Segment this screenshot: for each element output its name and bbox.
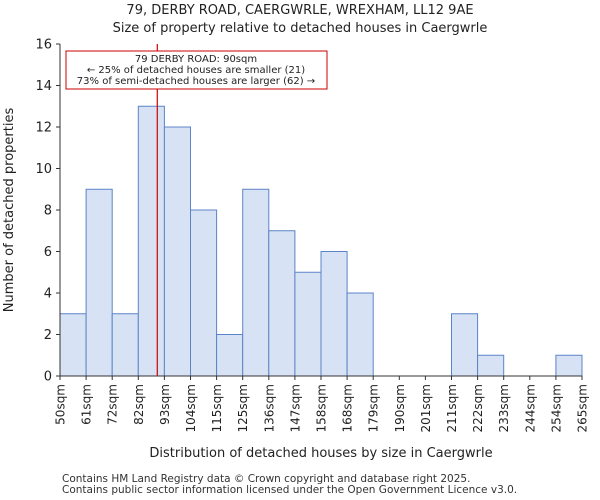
histogram-bar	[477, 354, 505, 377]
annotation-line-2: ← 25% of detached houses are smaller (21…	[87, 65, 305, 76]
x-tick-label: 168sqm	[341, 384, 355, 432]
y-axis-label: Number of detached properties	[2, 108, 17, 313]
annotation-line-3: 73% of semi-detached houses are larger (…	[77, 76, 315, 87]
x-tick-label: 104sqm	[184, 384, 198, 432]
x-tick-label: 93sqm	[158, 384, 172, 425]
x-tick-label: 125sqm	[236, 384, 250, 432]
x-tick-label: 82sqm	[132, 384, 146, 425]
annotation-line-1: 79 DERBY ROAD: 90sqm	[135, 54, 257, 65]
x-tick-label: 158sqm	[315, 384, 329, 432]
y-tick-label: 6	[44, 245, 52, 260]
histogram-bar	[59, 313, 87, 377]
histogram-bar	[346, 292, 374, 377]
x-tick-label: 222sqm	[471, 384, 485, 432]
histogram-bar	[268, 230, 296, 377]
x-tick-label: 72sqm	[106, 384, 120, 425]
y-tick-label: 16	[35, 38, 52, 53]
annotation-box	[65, 50, 328, 90]
histogram-bar	[190, 209, 218, 377]
x-tick-label: 233sqm	[497, 384, 511, 432]
footer-line-2: Contains public sector information licen…	[62, 484, 518, 496]
x-tick-label: 179sqm	[367, 384, 381, 432]
histogram-bar	[137, 105, 165, 377]
histogram-bar	[242, 188, 270, 377]
x-axis-label: Distribution of detached houses by size …	[149, 446, 492, 461]
x-tick-label: 265sqm	[576, 384, 590, 432]
y-tick-label: 10	[35, 162, 52, 177]
histogram-bar	[216, 334, 244, 377]
y-tick-label: 8	[44, 204, 52, 219]
histogram-chart: 0 2 4 6 8 10 12 14 16 50sqm 61sqm 72sqm 82sqm 93sqm 1…	[2, 38, 590, 462]
y-tick-label: 12	[35, 121, 52, 136]
x-tick-label: 50sqm	[54, 384, 68, 425]
histogram-bar	[85, 188, 113, 377]
x-tick-label: 201sqm	[419, 384, 433, 432]
chart-title: 79, DERBY ROAD, CAERGWRLE, WREXHAM, LL12…	[126, 3, 474, 18]
histogram-bar	[555, 354, 583, 377]
x-tick-label: 136sqm	[262, 384, 276, 432]
x-tick-label: 254sqm	[549, 384, 563, 432]
histogram-bar	[294, 271, 322, 377]
y-tick-label: 2	[44, 328, 52, 343]
x-tick-label: 115sqm	[210, 384, 224, 432]
y-tick-label: 14	[35, 79, 52, 94]
x-tick-label: 147sqm	[288, 384, 302, 432]
x-tick-label: 190sqm	[393, 384, 407, 432]
x-tick-label: 61sqm	[80, 384, 94, 425]
y-tick-label: 0	[44, 370, 52, 385]
histogram-bar	[451, 313, 479, 377]
histogram-bar	[111, 313, 139, 377]
y-tick-label: 4	[44, 287, 52, 302]
histogram-bar	[320, 251, 348, 377]
histogram-bar	[163, 126, 191, 377]
x-tick-label: 244sqm	[523, 384, 537, 432]
x-tick-label: 211sqm	[445, 384, 459, 432]
footer-line-1: Contains HM Land Registry data © Crown c…	[62, 473, 471, 485]
chart-subtitle: Size of property relative to detached ho…	[112, 21, 488, 36]
